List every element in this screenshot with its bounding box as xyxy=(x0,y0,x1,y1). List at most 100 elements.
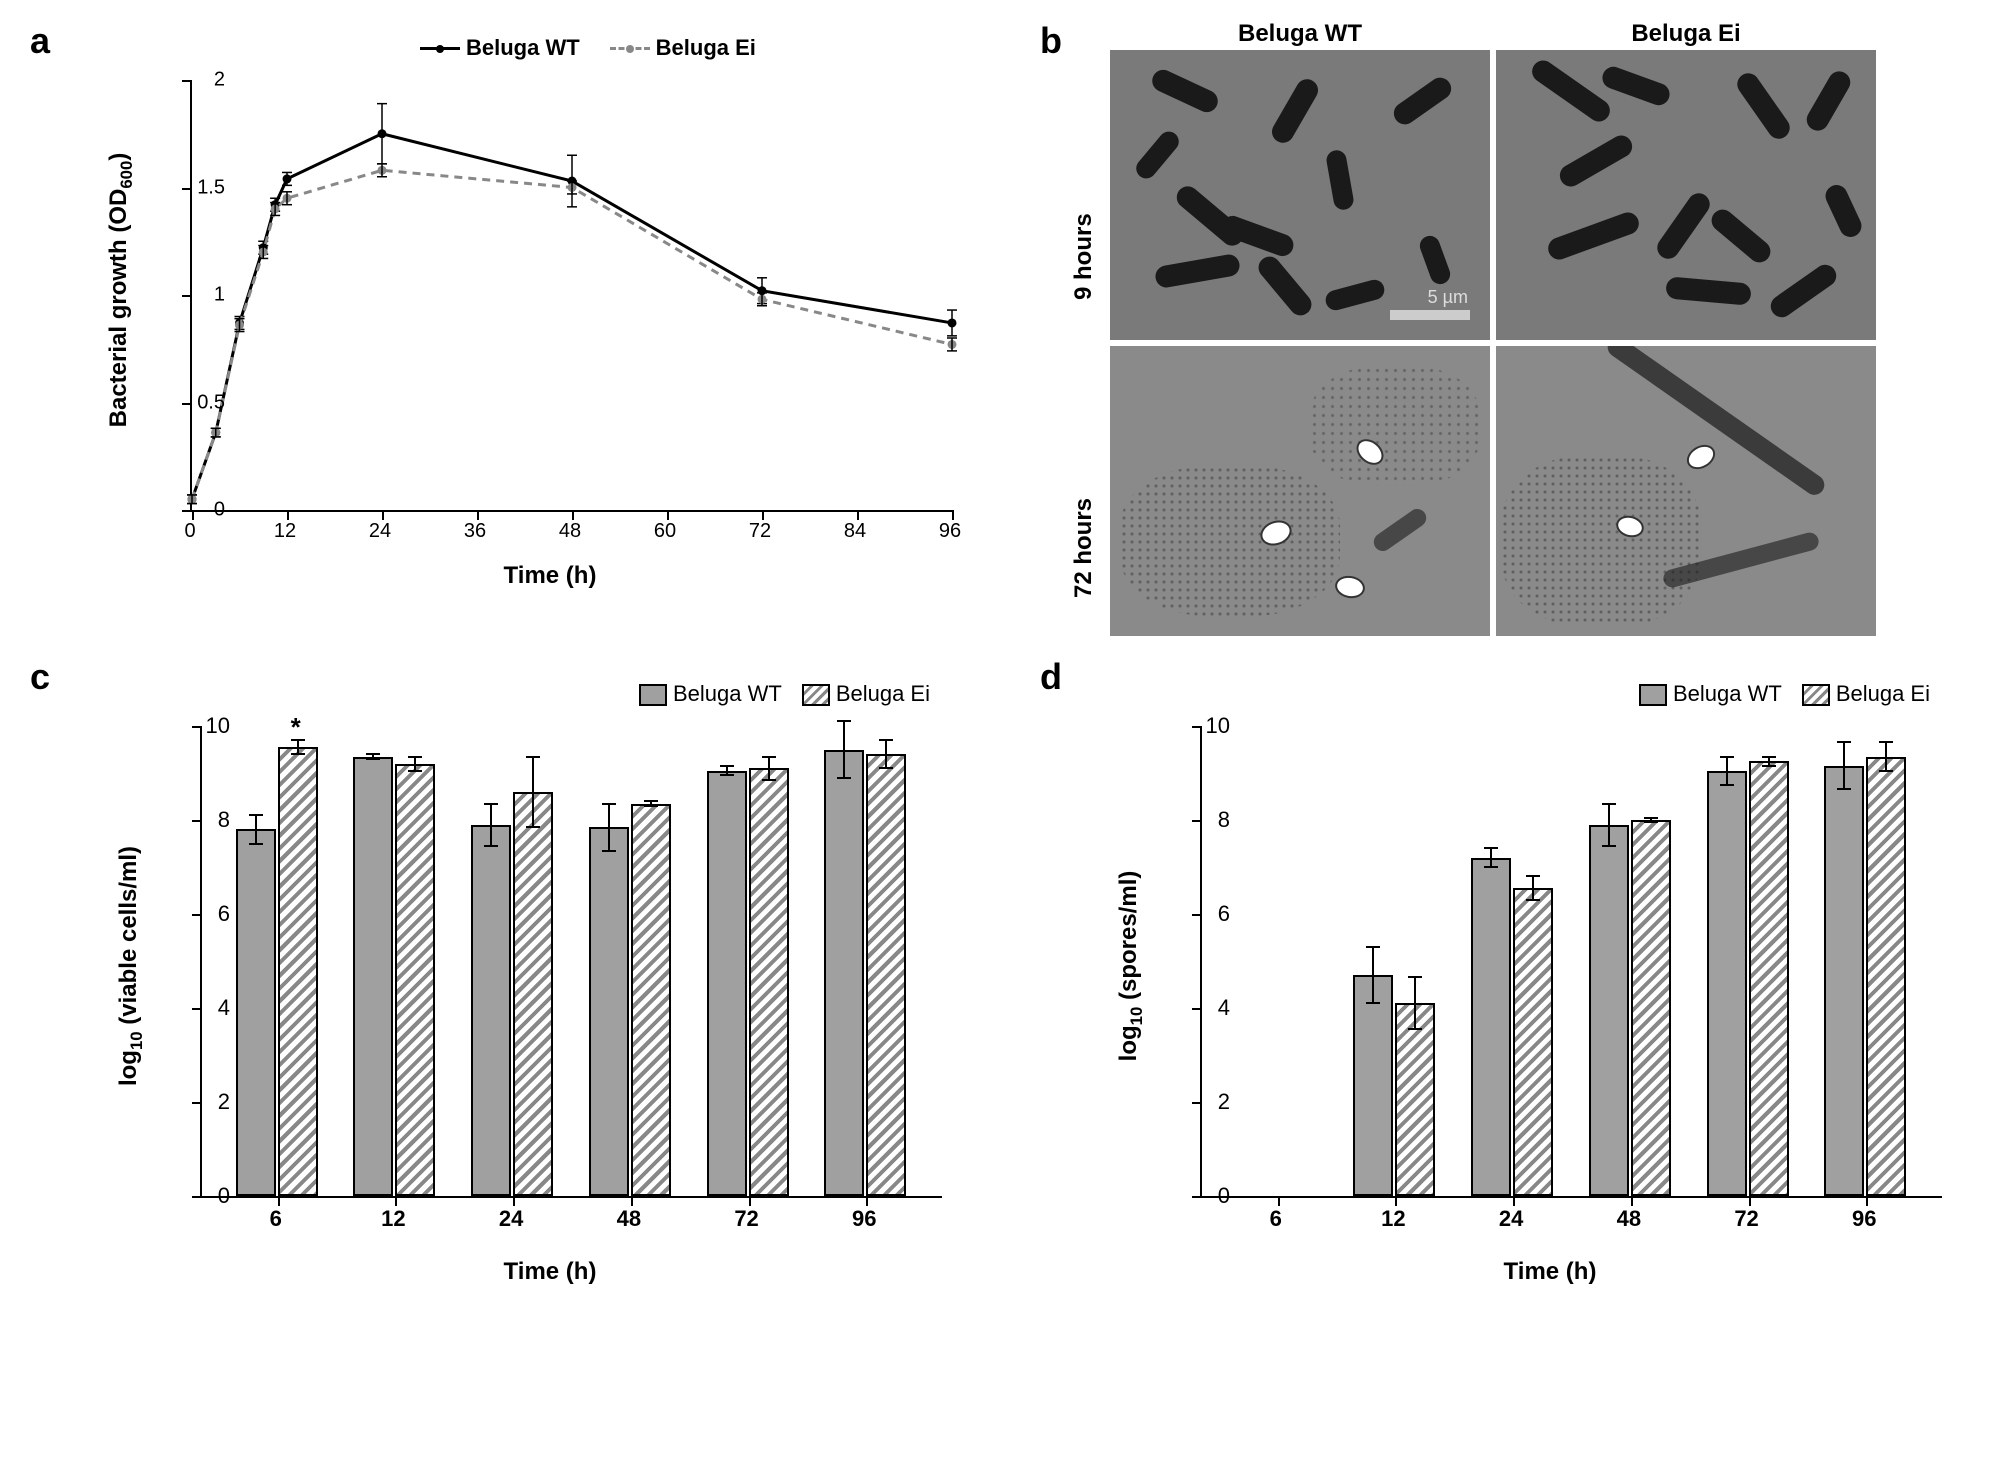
panel-b-row2-label: 72 hours xyxy=(1070,498,1098,598)
legend-item-wt: Beluga WT xyxy=(420,35,580,61)
chart-a-plot-area xyxy=(190,80,952,512)
bar xyxy=(589,827,629,1196)
bar-ytick: 0 xyxy=(1218,1183,1230,1209)
chart-a-xtick: 84 xyxy=(844,520,866,543)
chart-c-ylabel: log10 (viable cells/ml) xyxy=(115,846,147,1086)
bar-ytick: 6 xyxy=(1218,901,1230,927)
chart-d-xlabel: Time (h) xyxy=(1504,1258,1597,1286)
chart-a-legend: Beluga WT Beluga Ei xyxy=(420,35,756,61)
legend-d-ei: Beluga Ei xyxy=(1802,681,1930,707)
panel-a: a Beluga WT Beluga Ei Bacterial growth (… xyxy=(20,20,1040,636)
bar-ytick: 10 xyxy=(206,713,230,739)
bar-xtick: 12 xyxy=(381,1206,405,1232)
micrograph-72h-ei xyxy=(1496,346,1876,636)
bar xyxy=(631,804,671,1196)
bar xyxy=(1631,820,1671,1196)
significance-mark: * xyxy=(291,712,301,743)
bar xyxy=(1866,757,1906,1196)
bar xyxy=(236,829,276,1196)
bar xyxy=(707,771,747,1196)
bar-ytick: 4 xyxy=(1218,995,1230,1021)
bar xyxy=(471,825,511,1196)
chart-a-svg xyxy=(192,80,952,510)
legend-swatch-wt xyxy=(420,47,460,50)
panel-a-label: a xyxy=(30,20,50,62)
bar xyxy=(1513,888,1553,1196)
bar xyxy=(1824,766,1864,1196)
bar-ytick: 8 xyxy=(218,807,230,833)
bar-xtick: 72 xyxy=(734,1206,758,1232)
bar-ytick: 0 xyxy=(218,1183,230,1209)
bar-ytick: 6 xyxy=(218,901,230,927)
chart-a-xtick: 72 xyxy=(749,520,771,543)
chart-a-ylabel: Bacterial growth (OD600) xyxy=(105,153,137,428)
chart-a-xtick: 48 xyxy=(559,520,581,543)
legend-item-ei: Beluga Ei xyxy=(610,35,756,61)
legend-c-wt: Beluga WT xyxy=(639,681,782,707)
bar-xtick: 96 xyxy=(1852,1206,1876,1232)
bar-xtick: 12 xyxy=(1381,1206,1405,1232)
chart-d: Beluga WT Beluga Ei log10 (spores/ml) Ti… xyxy=(1110,666,1990,1286)
bar xyxy=(824,750,864,1197)
bar-xtick: 6 xyxy=(270,1206,282,1232)
chart-a-xtick: 0 xyxy=(184,520,195,543)
bar-xtick: 48 xyxy=(617,1206,641,1232)
scalebar xyxy=(1390,310,1470,320)
bar xyxy=(513,792,553,1196)
chart-a-xtick: 36 xyxy=(464,520,486,543)
micrograph-9h-ei xyxy=(1496,50,1876,340)
chart-a-ytick: 0 xyxy=(214,499,225,522)
bar-xtick: 24 xyxy=(499,1206,523,1232)
chart-d-plot-area xyxy=(1200,726,1942,1198)
bar-xtick: 48 xyxy=(1617,1206,1641,1232)
micrograph-72h-wt xyxy=(1110,346,1490,636)
bar-ytick: 2 xyxy=(1218,1089,1230,1115)
bar xyxy=(1471,858,1511,1196)
bar xyxy=(278,747,318,1196)
chart-a-xtick: 24 xyxy=(369,520,391,543)
chart-c-legend: Beluga WT Beluga Ei xyxy=(639,681,930,707)
chart-a: Beluga WT Beluga Ei Bacterial growth (OD… xyxy=(100,30,1000,590)
panel-d: d Beluga WT Beluga Ei log10 (spores/ml) … xyxy=(1040,656,1980,1286)
chart-a-ytick: 1 xyxy=(214,284,225,307)
bar xyxy=(866,754,906,1196)
panel-b-grid: Beluga WT Beluga Ei 9 hours 72 hours 5 µ… xyxy=(1110,50,1980,636)
bar-xtick: 72 xyxy=(1734,1206,1758,1232)
chart-a-xtick: 96 xyxy=(939,520,961,543)
bar xyxy=(1395,1003,1435,1196)
panel-b: b Beluga WT Beluga Ei 9 hours 72 hours 5 xyxy=(1040,20,1980,636)
bar xyxy=(1749,761,1789,1196)
chart-c: Beluga WT Beluga Ei log10 (viable cells/… xyxy=(110,666,990,1286)
panel-b-col2-label: Beluga Ei xyxy=(1496,20,1876,48)
bar xyxy=(749,768,789,1196)
legend-c-ei: Beluga Ei xyxy=(802,681,930,707)
legend-label-wt: Beluga WT xyxy=(466,35,580,61)
micrograph-9h-wt: 5 µm xyxy=(1110,50,1490,340)
chart-a-xlabel: Time (h) xyxy=(504,562,597,590)
panel-b-row1-label: 9 hours xyxy=(1070,213,1098,300)
bar-ytick: 8 xyxy=(1218,807,1230,833)
chart-a-ytick: 0.5 xyxy=(197,391,225,414)
bar xyxy=(353,757,393,1196)
bar xyxy=(1353,975,1393,1196)
legend-swatch-ei xyxy=(610,47,650,50)
bar-xtick: 6 xyxy=(1270,1206,1282,1232)
bar xyxy=(1589,825,1629,1196)
legend-d-wt: Beluga WT xyxy=(1639,681,1782,707)
chart-a-ytick: 2 xyxy=(214,69,225,92)
figure: a Beluga WT Beluga Ei Bacterial growth (… xyxy=(20,20,1980,1286)
chart-a-xtick: 12 xyxy=(274,520,296,543)
scalebar-label: 5 µm xyxy=(1428,287,1468,308)
panel-c: c Beluga WT Beluga Ei log10 (viable cell… xyxy=(20,656,1040,1286)
panel-b-label: b xyxy=(1040,20,1062,62)
panel-b-col1-label: Beluga WT xyxy=(1110,20,1490,48)
chart-a-xtick: 60 xyxy=(654,520,676,543)
bar-xtick: 96 xyxy=(852,1206,876,1232)
legend-label-ei: Beluga Ei xyxy=(656,35,756,61)
bar-ytick: 4 xyxy=(218,995,230,1021)
chart-a-ytick: 1.5 xyxy=(197,176,225,199)
bar-ytick: 2 xyxy=(218,1089,230,1115)
chart-c-plot-area xyxy=(200,726,942,1198)
chart-d-legend: Beluga WT Beluga Ei xyxy=(1639,681,1930,707)
bar-xtick: 24 xyxy=(1499,1206,1523,1232)
